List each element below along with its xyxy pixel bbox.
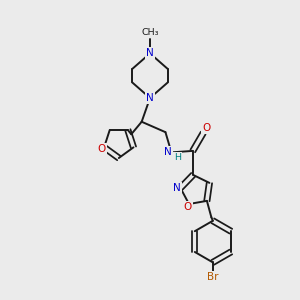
Text: N: N <box>146 93 154 103</box>
Text: CH₃: CH₃ <box>141 28 159 37</box>
Text: Br: Br <box>207 272 219 282</box>
Text: N: N <box>146 48 154 59</box>
Text: N: N <box>164 147 172 158</box>
Text: O: O <box>202 123 210 133</box>
Text: O: O <box>183 202 192 212</box>
Text: O: O <box>98 144 106 154</box>
Text: H: H <box>174 153 182 162</box>
Text: N: N <box>173 183 181 193</box>
